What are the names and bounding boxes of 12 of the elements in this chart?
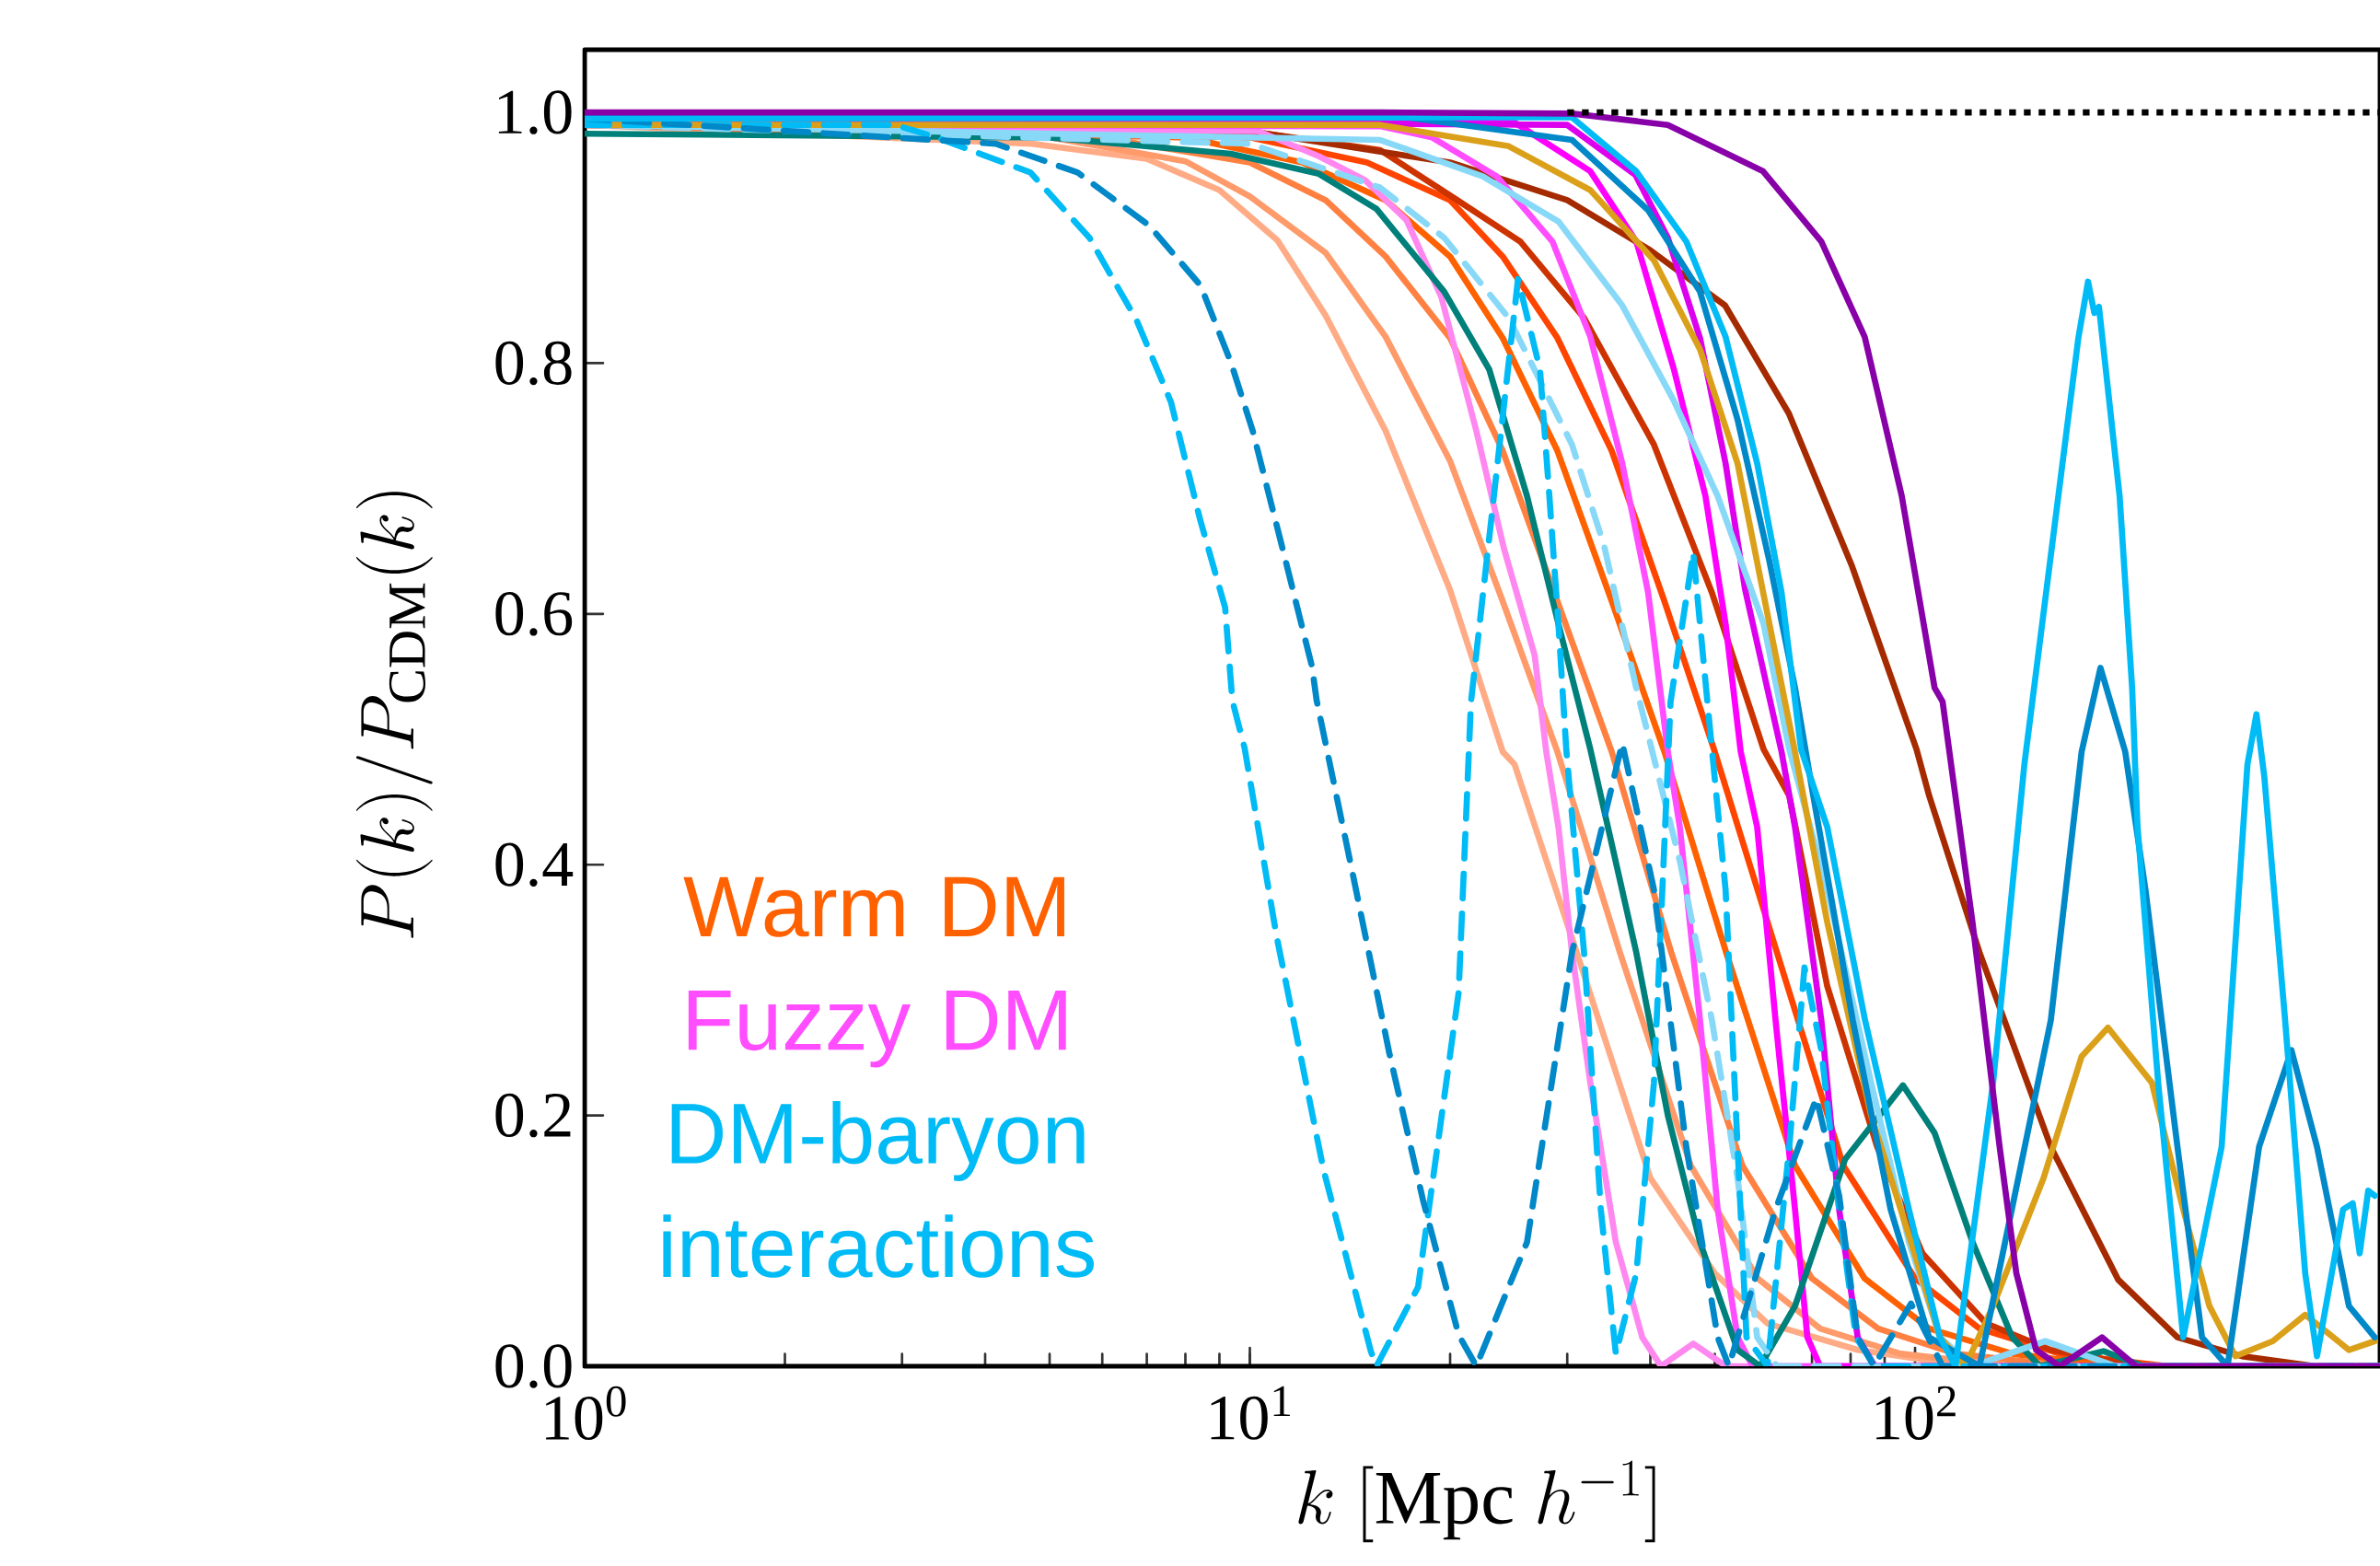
text: Fuzzy DM (688, 991, 1066, 1068)
text: DM-baryon interactions (663, 1100, 1095, 1278)
x-tick-label: 10$^{2}$ (1876, 1386, 1956, 1440)
y-tick-label: 1.0 (498, 90, 572, 134)
y-tick-label: 0.4 (495, 842, 574, 887)
y-axis-title: $P(k)/P_{\mathrm{CDM}}(k)$ (355, 492, 433, 938)
text: Warm DM (683, 876, 1064, 937)
y-tick-label: 0.2 (495, 1093, 571, 1138)
x-tick-label: 10$^{1}$ (1211, 1386, 1290, 1440)
y-tick-label: 0.8 (495, 341, 572, 386)
x-axis-title: $k\ [\mathrm{Mpc}\ h^{-1}]$ (1298, 1460, 1655, 1543)
y-tick-label: 0.6 (495, 592, 573, 636)
